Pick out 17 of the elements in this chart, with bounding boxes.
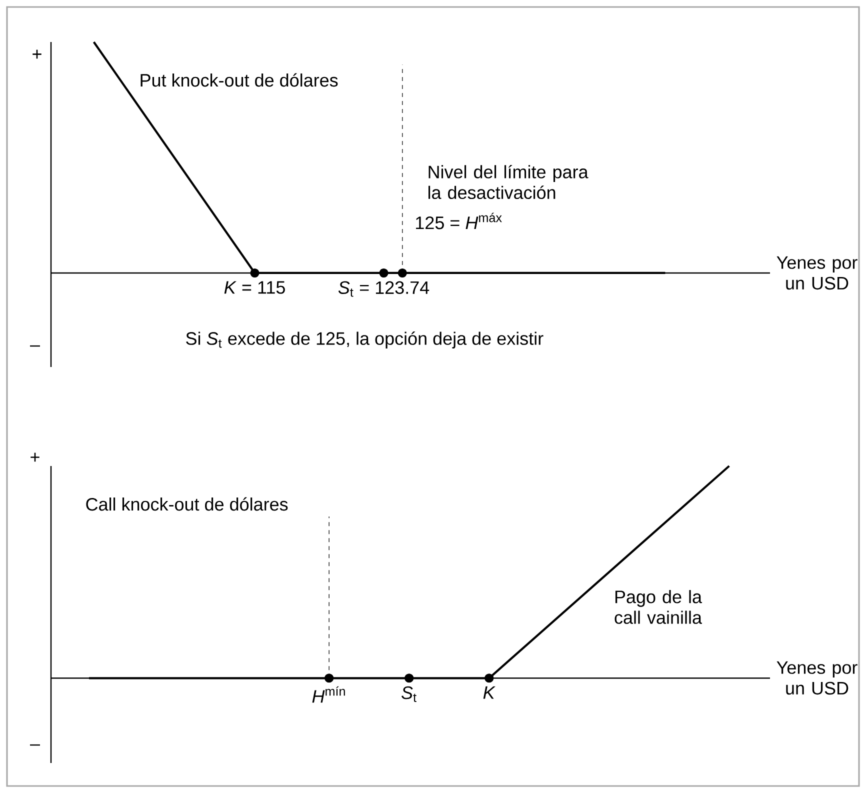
x-tick-label: H$^{mín}$	[312, 686, 345, 703]
annotation: Nivel del límite para la desactivación	[428, 164, 588, 200]
x-tick-label: K	[483, 686, 496, 699]
annotation: Pago de la call vainilla	[614, 590, 702, 624]
text: –	[30, 345, 40, 347]
annotation: Call knock-out de dólares	[86, 497, 288, 511]
x-tick-label: S$_{t}$	[402, 686, 416, 702]
x-axis-title: Yenes por un USD	[776, 256, 858, 290]
text: Si S$_{t}$ excede de 125, la opción deja de existir	[186, 331, 544, 348]
text: +	[32, 50, 42, 59]
x-tick-label: S$_{t}$ = 123.74	[338, 281, 430, 297]
annotation: Put knock-out de dólares	[140, 73, 338, 87]
ref-line-label: 125 = H$^{máx}$	[416, 212, 502, 230]
text: +	[30, 452, 40, 462]
x-axis-title: Yenes por un USD	[776, 661, 858, 695]
x-tick-label: K = 115	[224, 281, 285, 294]
text: –	[30, 744, 40, 746]
